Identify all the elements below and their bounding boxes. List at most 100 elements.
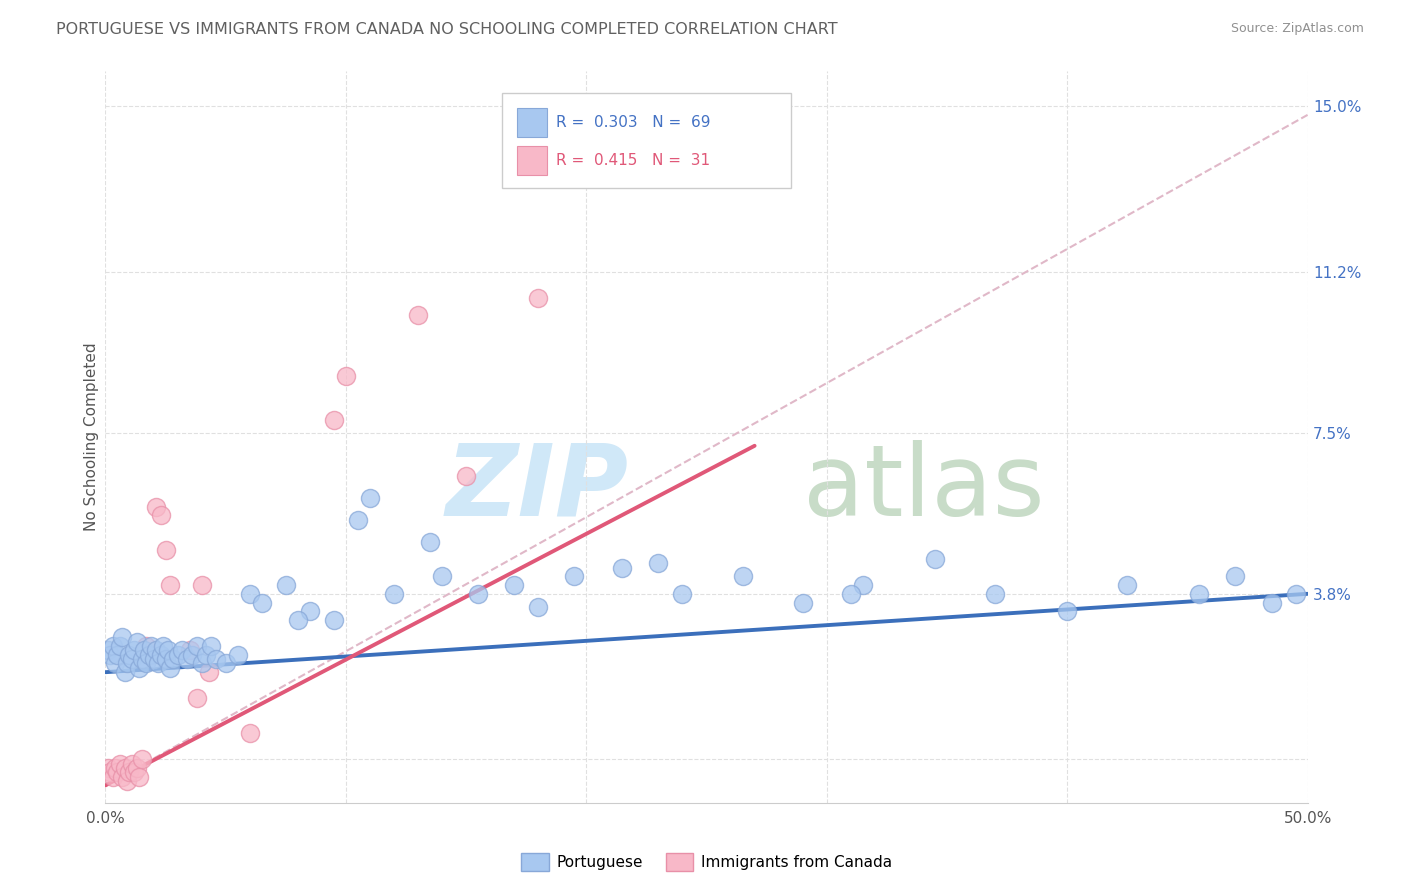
Point [139,639,162,653]
Point [226,648,249,662]
Point [1225,569,1247,583]
Text: R =  0.415   N =  31: R = 0.415 N = 31 [557,153,710,168]
Point [612,560,634,574]
Point [159,578,181,592]
Legend: Portuguese, Immigrants from Canada: Portuguese, Immigrants from Canada [515,847,898,877]
Point [135,639,157,653]
Point [166,648,188,662]
Point [298,604,321,618]
Point [111,631,134,645]
Point [406,308,429,322]
Point [671,587,693,601]
Point [195,648,218,662]
Point [190,578,212,592]
Point [419,534,441,549]
Point [121,756,143,771]
Point [156,643,179,657]
Point [128,770,150,784]
Point [121,652,143,666]
Point [142,652,165,666]
Point [124,643,146,657]
Point [176,652,198,666]
Point [139,648,162,662]
Point [322,412,344,426]
Point [792,595,814,609]
FancyBboxPatch shape [516,146,547,175]
Point [239,587,262,601]
Point [108,639,131,653]
Point [200,639,222,653]
Point [131,652,153,666]
Point [181,648,204,662]
Point [125,634,148,648]
Point [135,657,157,671]
Text: PORTUGUESE VS IMMIGRANTS FROM CANADA NO SCHOOLING COMPLETED CORRELATION CHART: PORTUGUESE VS IMMIGRANTS FROM CANADA NO … [56,22,838,37]
Point [128,661,150,675]
Point [562,569,585,583]
Point [115,657,138,671]
Text: ZIP: ZIP [446,440,628,537]
Point [118,648,141,662]
Text: Source: ZipAtlas.com: Source: ZipAtlas.com [1230,22,1364,36]
Point [101,639,124,653]
Point [148,657,170,671]
Point [186,639,208,653]
Y-axis label: No Schooling Completed: No Schooling Completed [83,343,98,532]
Point [527,291,550,305]
Point [114,665,136,680]
Point [104,761,127,775]
Point [205,652,228,666]
Point [1116,578,1139,592]
Point [647,557,669,571]
Point [179,643,201,657]
Point [335,369,357,384]
Point [98,765,121,780]
Point [984,587,1007,601]
Point [1056,604,1078,618]
Point [108,756,131,771]
Point [731,569,754,583]
Point [138,648,160,662]
Text: atlas: atlas [803,440,1045,537]
Point [131,752,153,766]
Point [503,578,526,592]
Point [111,770,134,784]
Point [322,613,344,627]
Point [155,543,177,558]
Point [149,648,172,662]
Point [1188,587,1211,601]
Point [97,643,120,657]
Point [430,569,453,583]
Point [118,765,141,780]
Point [101,770,124,784]
Point [145,643,167,657]
Point [155,652,177,666]
Point [107,648,129,662]
Point [214,657,236,671]
Point [239,726,262,740]
Point [104,657,127,671]
Point [287,613,309,627]
Point [152,639,174,653]
Point [132,643,155,657]
Point [159,661,181,675]
Text: R =  0.303   N =  69: R = 0.303 N = 69 [557,115,711,130]
Point [145,500,167,514]
Point [454,469,477,483]
Point [107,765,129,780]
Point [839,587,862,601]
Point [98,648,121,662]
Point [198,665,221,680]
Point [125,761,148,775]
Point [467,587,489,601]
Point [1284,587,1306,601]
Point [527,599,550,614]
Point [114,761,136,775]
Point [382,587,405,601]
Point [359,491,381,505]
FancyBboxPatch shape [502,94,790,188]
Point [172,643,194,657]
Point [149,508,172,523]
Point [250,595,273,609]
Point [924,552,946,566]
